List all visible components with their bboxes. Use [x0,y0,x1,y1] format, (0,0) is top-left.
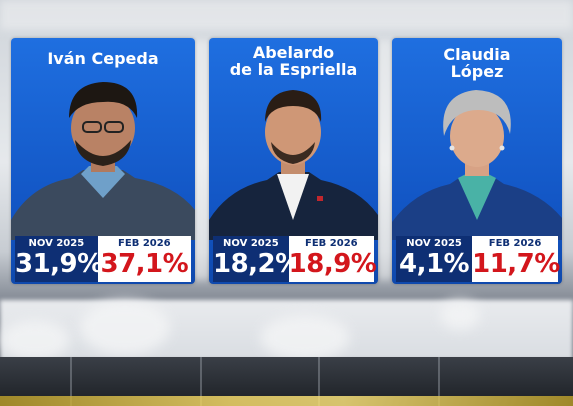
candidate-name: Claudia López [443,45,511,81]
candidate-card: Abelardo de la Espriella NOV 2025 18,2% … [209,38,378,284]
person-silhouette [209,90,378,240]
result-current: FEB 2026 18,9% [288,236,377,282]
floor-seam [200,357,202,406]
result-previous: NOV 2025 18,2% [213,236,301,282]
floor-seam [438,357,440,406]
floor-seam [70,357,72,406]
value-current: 11,7% [472,249,560,279]
backdrop-column [190,40,210,280]
value-current: 37,1% [100,249,189,279]
backdrop-blob [440,300,480,330]
floor-seam [318,357,320,406]
date-previous: NOV 2025 [406,238,462,249]
floor-light [0,396,573,406]
candidate-photo [11,70,195,240]
candidate-name: Iván Cepeda [47,49,159,68]
date-current: FEB 2026 [488,238,542,249]
date-current: FEB 2026 [305,238,358,249]
value-previous: 31,9% [15,249,103,279]
backdrop-top [0,0,573,30]
candidate-card: Claudia López NOV 2025 4,1% FEB 2026 11,… [392,38,562,284]
backdrop-blob [260,315,350,360]
candidate-photo [209,70,378,240]
backdrop-blob [80,300,170,355]
result-previous: NOV 2025 31,9% [15,236,103,282]
result-current: FEB 2026 37,1% [97,236,191,282]
date-current: FEB 2026 [118,238,171,249]
result-current: FEB 2026 11,7% [472,236,560,282]
candidate-name: Abelardo de la Espriella [229,43,358,79]
backdrop-blob [0,320,70,360]
backdrop-column [378,40,392,280]
date-previous: NOV 2025 [223,238,279,249]
candidate-photo [392,70,562,240]
person-silhouette [392,90,562,240]
result-previous: NOV 2025 4,1% [396,236,473,282]
poll-results: NOV 2025 18,2% FEB 2026 18,9% [213,236,377,282]
person-silhouette [11,82,195,240]
value-current: 18,9% [288,249,377,279]
poll-results: NOV 2025 4,1% FEB 2026 11,7% [396,236,560,282]
date-previous: NOV 2025 [28,238,85,249]
value-previous: 4,1% [399,249,470,279]
value-previous: 18,2% [213,249,301,279]
poll-results: NOV 2025 31,9% FEB 2026 37,1% [15,236,191,282]
candidate-card: Iván Cepeda NOV 2025 31,9% FEB 2026 37,1… [11,38,195,284]
